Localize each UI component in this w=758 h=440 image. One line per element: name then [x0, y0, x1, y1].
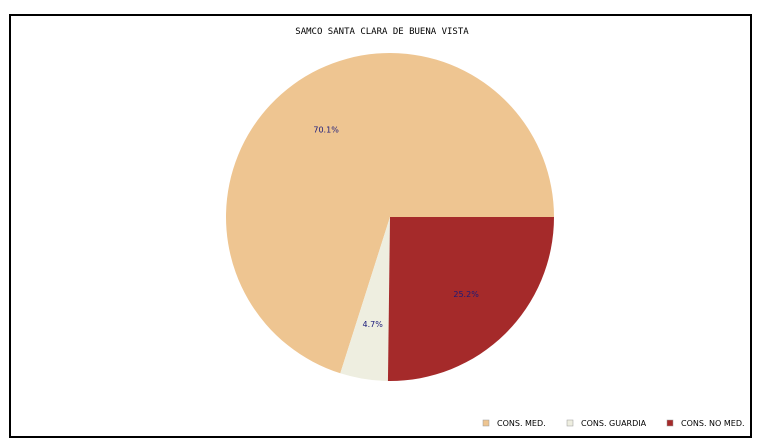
slice-label-2: 25.2%	[453, 290, 479, 299]
pie-chart: SAMCO SANTA CLARA DE BUENA VISTA 70.1% 4.…	[226, 27, 745, 428]
pie-slice-2	[387, 217, 554, 382]
legend-swatch-2	[666, 419, 674, 427]
pie-slices	[226, 53, 554, 382]
chart-title: SAMCO SANTA CLARA DE BUENA VISTA	[295, 27, 469, 37]
pie-slice-1	[340, 217, 390, 381]
legend-label-1: CONS. GUARDIA	[581, 419, 647, 428]
pie-slice-0	[226, 53, 554, 374]
legend-label-0: CONS. MED.	[497, 419, 546, 428]
slice-label-0: 70.1%	[313, 126, 339, 135]
legend-swatch-0	[482, 419, 490, 427]
legend-swatch-1	[566, 419, 574, 427]
legend: CONS. MED. CONS. GUARDIA CONS. NO MED.	[482, 419, 745, 428]
legend-label-2: CONS. NO MED.	[681, 419, 745, 428]
slice-label-1: 4.7%	[363, 320, 384, 329]
slice-labels: 70.1% 4.7% 25.2%	[313, 126, 479, 329]
chart-frame: SAMCO SANTA CLARA DE BUENA VISTA 70.1% 4.…	[9, 14, 752, 438]
